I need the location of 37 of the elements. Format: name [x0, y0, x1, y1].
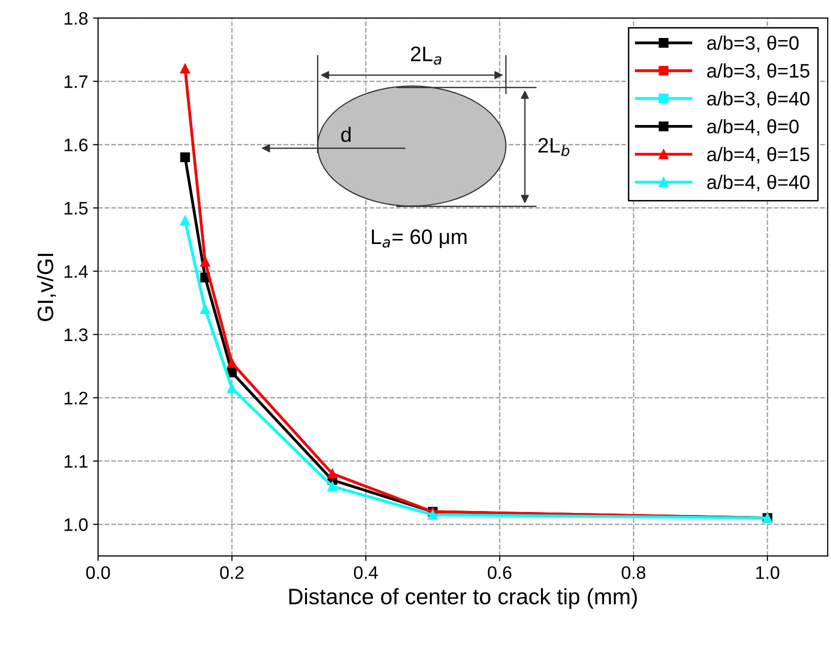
y-tick-label: 1.2: [64, 392, 88, 404]
x-tick-label: 0.8: [622, 566, 646, 579]
x-tick-label: 0.0: [86, 566, 110, 579]
y-tick-label: 1.6: [64, 138, 88, 152]
point: [180, 64, 190, 74]
legend-label: a/b=4, θ=40: [707, 174, 810, 192]
y-tick-label: 1.5: [64, 202, 88, 215]
point: [428, 510, 438, 520]
legend-label: a/b=3, θ=0: [707, 36, 799, 52]
y-tick-label: 1.1: [64, 455, 88, 468]
x-tick-label: 0.4: [354, 566, 378, 579]
point: [200, 304, 210, 314]
y-tick-label: 1.0: [64, 518, 88, 532]
x-tick-label: 0.6: [488, 566, 512, 579]
y-tick-label: 1.4: [64, 265, 88, 278]
point: [180, 216, 190, 226]
annotation: d: [341, 126, 351, 142]
x-tick-label: 0.2: [220, 566, 244, 579]
point: [227, 383, 237, 394]
point: [180, 152, 190, 162]
annotation: 2L$_{b}$: [538, 138, 570, 156]
x-tick-label: 1.0: [756, 566, 780, 579]
legend-label: a/b=3, θ=15: [707, 63, 810, 80]
y-axis-title: GI,v/GI: [36, 254, 56, 322]
y-tick-label: 1.3: [64, 328, 88, 342]
legend-label: a/b=3, θ=40: [707, 91, 810, 108]
point: [200, 256, 210, 267]
point: [327, 468, 338, 479]
legend-label: a/b=4, θ=15: [707, 146, 810, 164]
annotation: 2L$_{a}$: [410, 46, 442, 65]
y-tick-label: 1.8: [64, 12, 88, 25]
x-axis-title: Distance of center to crack tip (mm): [289, 588, 637, 609]
annotation: L$_{a}$= 60 μm: [372, 229, 466, 248]
point: [227, 358, 237, 368]
point: [327, 482, 338, 492]
y-tick-label: 1.7: [64, 75, 88, 88]
legend-label: a/b=4, θ=0: [707, 119, 799, 136]
